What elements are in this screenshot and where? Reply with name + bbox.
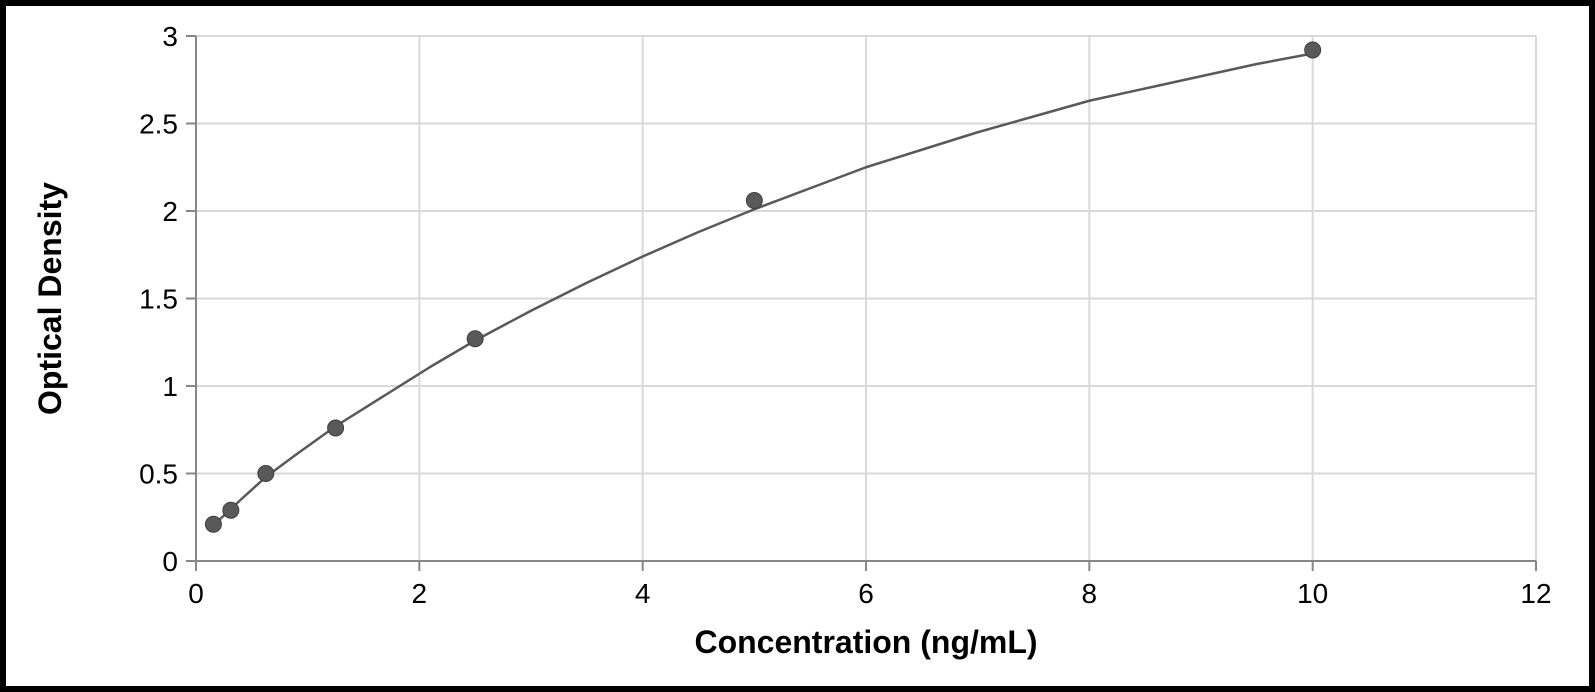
data-point-marker xyxy=(467,331,483,347)
y-axis-label: Optical Density xyxy=(32,182,68,415)
y-tick-label: 1 xyxy=(162,371,178,402)
y-tick-label: 0.5 xyxy=(139,459,178,490)
x-tick-label: 0 xyxy=(188,578,204,609)
x-tick-label: 12 xyxy=(1520,578,1551,609)
y-tick-label: 1.5 xyxy=(139,284,178,315)
data-point-marker xyxy=(328,420,344,436)
y-tick-label: 3 xyxy=(162,21,178,52)
x-tick-label: 2 xyxy=(412,578,428,609)
y-tick-label: 2.5 xyxy=(139,109,178,140)
x-tick-label: 10 xyxy=(1297,578,1328,609)
data-point-marker xyxy=(205,516,221,532)
data-point-marker xyxy=(746,193,762,209)
x-axis-label: Concentration (ng/mL) xyxy=(694,624,1037,660)
y-tick-label: 0 xyxy=(162,546,178,577)
chart-container: 0 2 4 6 8 10 12 0 0.5 1 1.5 2 2.5 3 Concentration (ng/… xyxy=(6,6,1589,686)
data-point-marker xyxy=(1305,42,1321,58)
x-tick-label: 4 xyxy=(635,578,651,609)
y-tick-label: 2 xyxy=(162,196,178,227)
x-tick-label: 8 xyxy=(1082,578,1098,609)
chart-svg: 0 2 4 6 8 10 12 0 0.5 1 1.5 2 2.5 3 Concentration (ng/… xyxy=(6,6,1589,686)
data-point-marker xyxy=(258,466,274,482)
x-tick-label: 6 xyxy=(858,578,874,609)
chart-frame: 0 2 4 6 8 10 12 0 0.5 1 1.5 2 2.5 3 Concentration (ng/… xyxy=(0,0,1595,692)
data-point-marker xyxy=(223,502,239,518)
